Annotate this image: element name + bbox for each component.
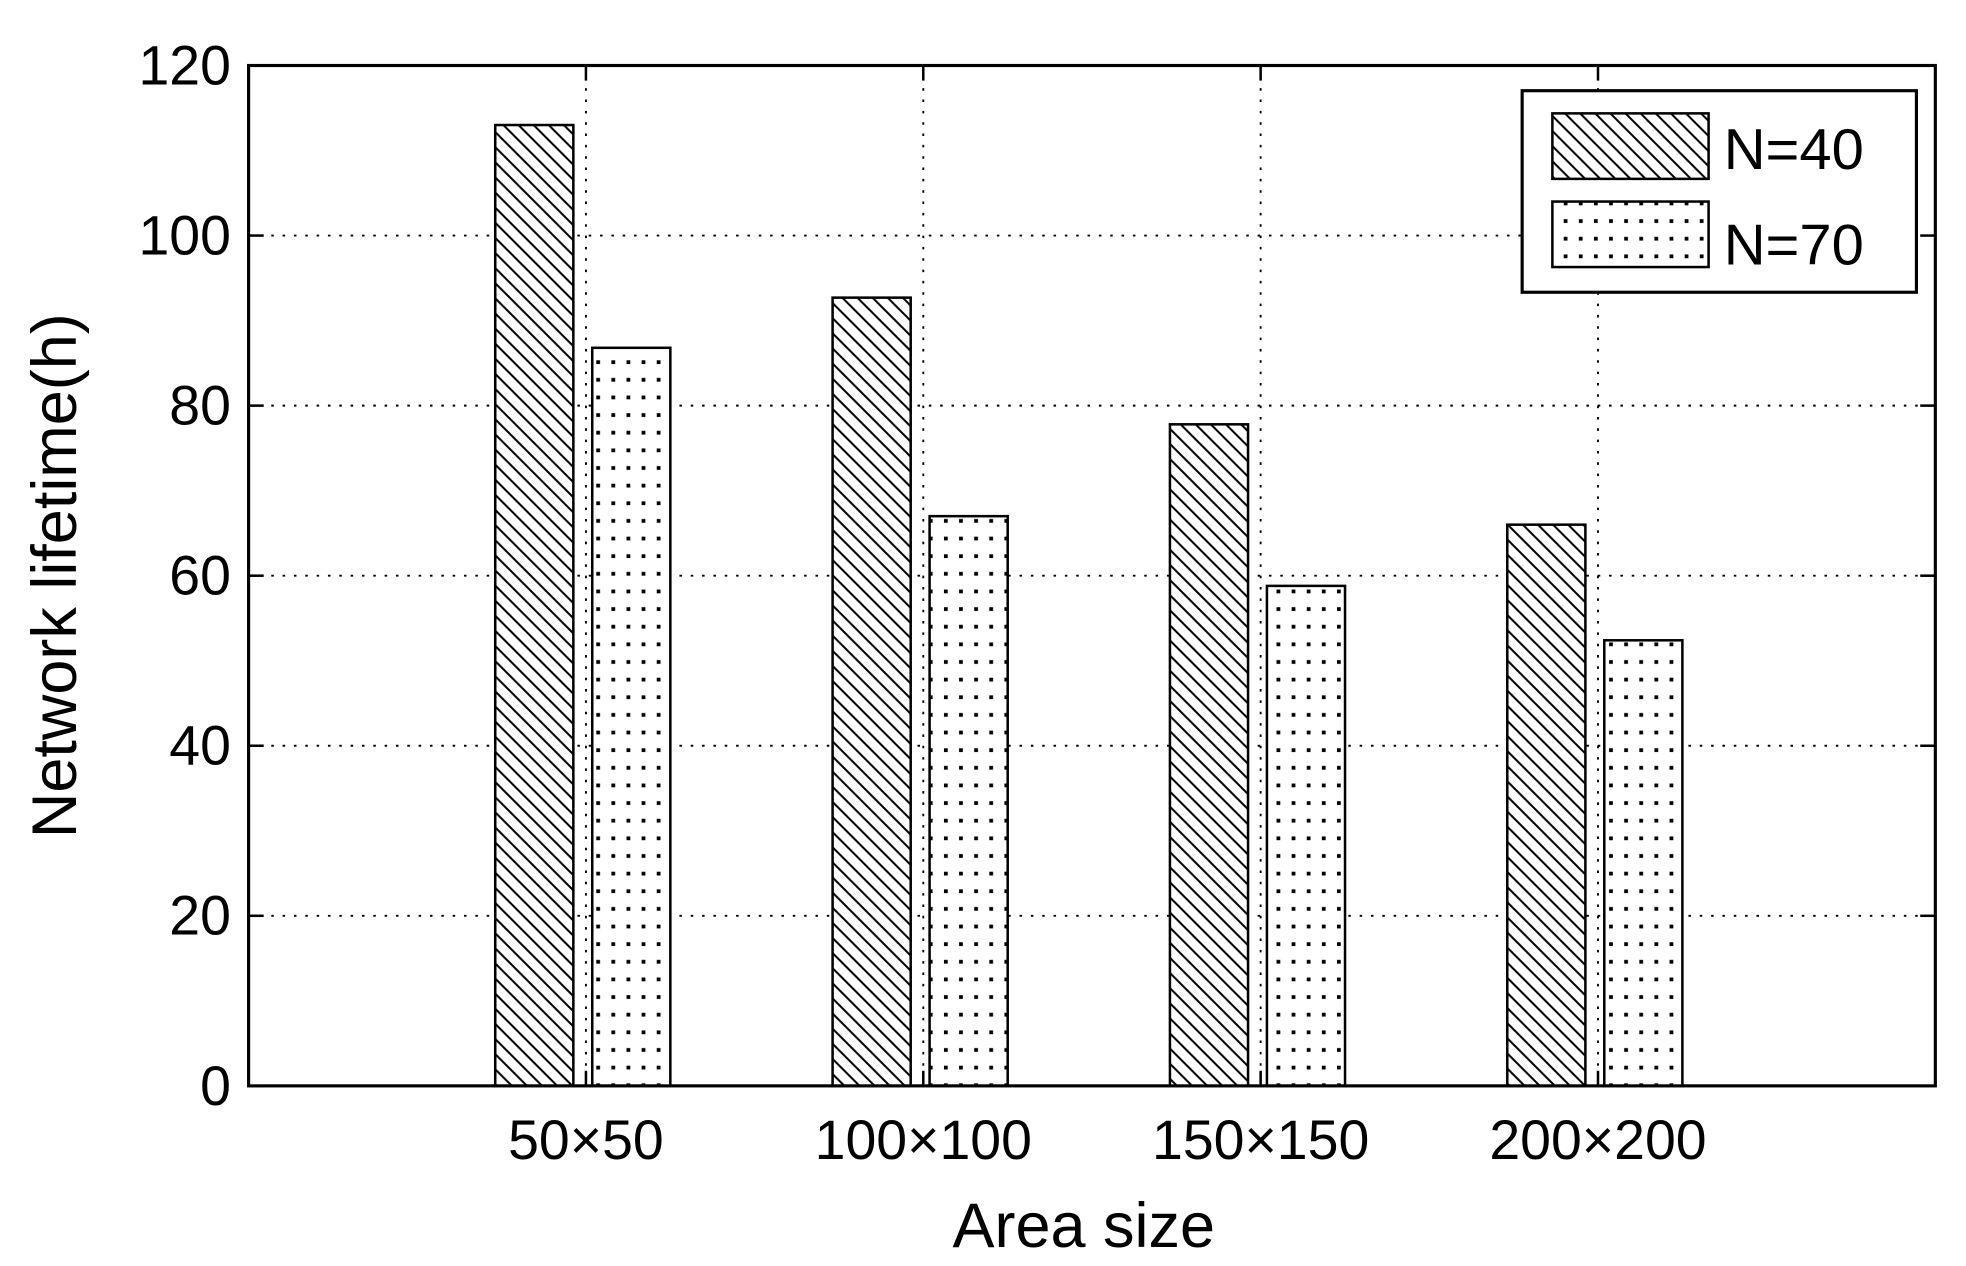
y-tick-label: 20 — [169, 885, 231, 947]
y-tick-label: 0 — [200, 1055, 231, 1117]
y-axis-label: Network lifetime(h) — [20, 313, 90, 838]
bar-n40-3 — [1506, 523, 1587, 1088]
ticks: 0 20 40 60 80 100 120 50×50 100×100 150×150 200×20… — [139, 34, 1936, 1171]
y-tick-label: 80 — [169, 375, 231, 437]
bar-n40-0 — [493, 123, 575, 1088]
x-tick-label: 150×150 — [1152, 1109, 1369, 1171]
legend: N=40 N=70 — [1520, 89, 1919, 294]
x-tick-label: 50×50 — [508, 1109, 664, 1171]
bar-n70-3 — [1603, 639, 1684, 1088]
bars — [493, 123, 1684, 1088]
y-tick-label: 100 — [139, 204, 231, 266]
legend-swatch-n40 — [1551, 112, 1710, 181]
x-tick-label: 100×100 — [815, 1109, 1032, 1171]
legend-label-n40: N=40 — [1724, 118, 1864, 182]
legend-swatch-n70 — [1551, 200, 1710, 269]
bar-n40-1 — [831, 296, 912, 1088]
bar-n40-2 — [1168, 423, 1250, 1088]
y-tick-label: 40 — [169, 715, 231, 777]
legend-label-n70: N=70 — [1724, 214, 1864, 278]
bar-n70-1 — [928, 514, 1009, 1088]
x-tick-label: 200×200 — [1489, 1109, 1706, 1171]
y-tick-label: 60 — [169, 545, 231, 607]
y-tick-label: 120 — [139, 34, 231, 96]
x-axis-label: Area size — [953, 1191, 1215, 1261]
bar-n70-2 — [1265, 584, 1347, 1088]
bar-n70-0 — [590, 346, 672, 1088]
